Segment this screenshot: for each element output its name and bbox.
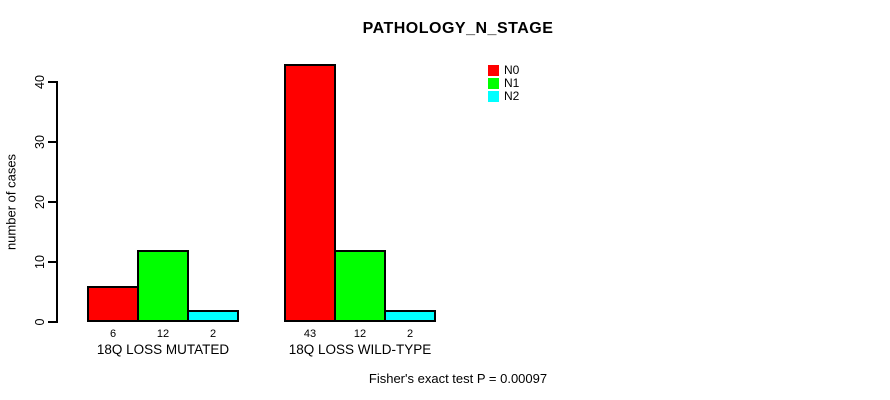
bar-value-label: 12 [156,328,170,340]
y-tick-label: 10 [33,255,47,269]
bar-n1-1 [137,250,189,322]
y-tick-mark [48,321,56,323]
legend-label: N0 [504,63,520,77]
y-tick-label: 40 [33,75,47,89]
legend-label: N2 [504,89,520,103]
chart-title: PATHOLOGY_N_STAGE [362,20,554,37]
legend: N0 N1 N2 [488,64,519,103]
y-tick-label: 0 [33,318,47,326]
bar-n1-2 [334,250,386,322]
bar-value-label: 43 [303,328,317,340]
x-category-label: 18Q LOSS MUTATED [96,342,230,357]
bar-value-label: 6 [109,328,117,340]
legend-swatch-n0 [488,65,499,76]
y-tick-label: 30 [33,135,47,149]
y-tick-mark [48,81,56,83]
bar-value-label: 2 [209,328,217,340]
legend-swatch-n2 [488,91,499,102]
bar-n2-1 [187,310,239,322]
bar-n0-2 [284,64,336,322]
legend-swatch-n1 [488,78,499,89]
legend-row-n0: N0 [488,64,519,77]
legend-label: N1 [504,76,520,90]
bar-value-label: 12 [353,328,367,340]
x-category-label: 18Q LOSS WILD-TYPE [288,342,432,357]
y-tick-mark [48,261,56,263]
legend-row-n2: N2 [488,90,519,103]
y-tick-label: 20 [33,195,47,209]
bar-n2-2 [384,310,436,322]
annotation-text: Fisher's exact test P = 0.00097 [368,371,548,386]
y-axis-line [56,81,58,323]
y-axis-title: number of cases [3,153,19,251]
y-tick-mark [48,201,56,203]
y-tick-mark [48,141,56,143]
legend-row-n1: N1 [488,77,519,90]
bar-n0-1 [87,286,139,322]
bar-value-label: 2 [406,328,414,340]
